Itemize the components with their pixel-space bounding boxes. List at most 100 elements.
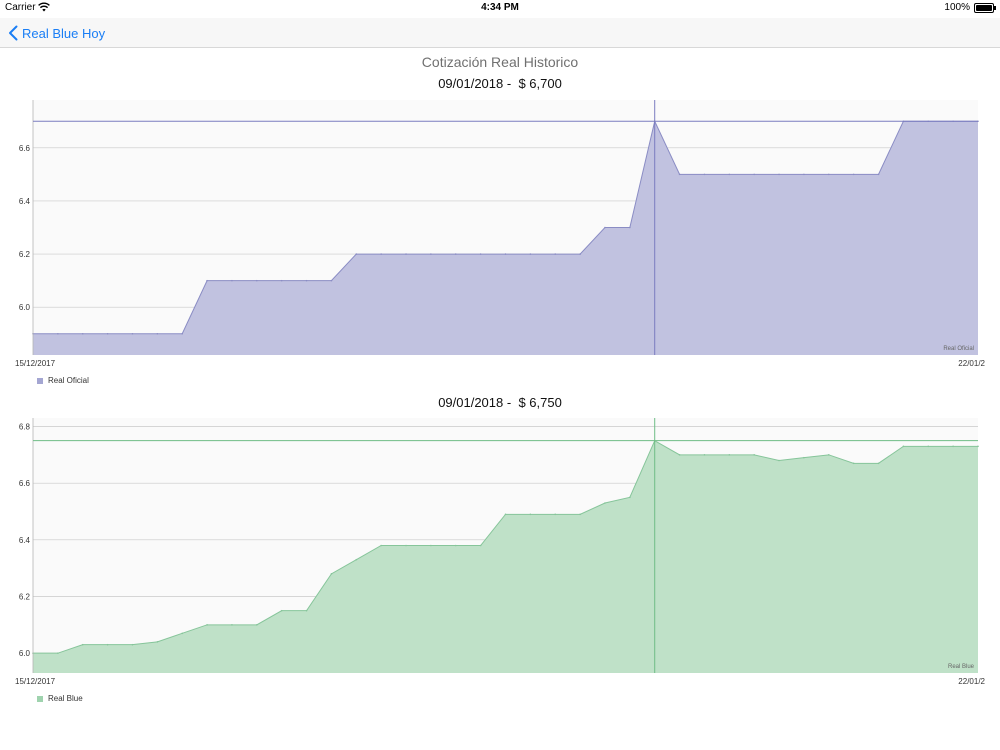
data-point xyxy=(81,643,84,646)
navigation-bar: Real Blue Hoy xyxy=(0,18,1000,48)
data-point xyxy=(504,513,507,516)
legend-label: Real Blue xyxy=(48,694,83,703)
data-point xyxy=(256,624,258,626)
data-point xyxy=(554,253,557,255)
chart-header-value: $ 6,700 xyxy=(518,76,562,91)
series-area xyxy=(33,440,978,673)
data-point xyxy=(106,332,109,335)
y-tick-label: 6.8 xyxy=(19,423,31,432)
data-point xyxy=(81,332,84,335)
data-point xyxy=(753,454,755,456)
data-point xyxy=(852,173,855,176)
data-point xyxy=(877,173,880,176)
legend-label: Real Oficial xyxy=(48,376,89,385)
data-point xyxy=(454,253,457,255)
data-point xyxy=(579,513,581,516)
data-point xyxy=(952,445,954,448)
x-start-label: 15/12/2017 xyxy=(15,359,56,368)
data-point xyxy=(256,279,258,282)
back-button[interactable]: Real Blue Hoy xyxy=(8,22,105,44)
legend-swatch xyxy=(37,695,43,702)
data-point xyxy=(554,513,557,516)
battery-icon xyxy=(974,3,996,13)
data-point xyxy=(827,173,830,176)
data-point xyxy=(57,332,59,335)
data-point xyxy=(430,253,432,255)
series-area xyxy=(33,121,978,355)
data-point xyxy=(405,253,407,255)
data-point xyxy=(231,279,233,282)
data-point xyxy=(131,332,134,335)
data-point xyxy=(529,253,532,255)
data-point xyxy=(131,643,134,646)
y-tick-label: 6.4 xyxy=(19,197,31,206)
clock: 4:34 PM xyxy=(481,2,519,13)
data-point xyxy=(678,173,681,176)
data-point xyxy=(877,462,880,465)
data-point xyxy=(753,173,755,176)
data-point xyxy=(579,253,581,255)
data-point xyxy=(778,173,780,176)
data-point xyxy=(902,445,905,448)
data-point xyxy=(728,173,731,176)
chart-header-date: 09/01/2018 xyxy=(438,76,504,91)
x-end-label: 22/01/2 xyxy=(958,359,985,368)
y-tick-label: 6.0 xyxy=(19,303,31,312)
data-point xyxy=(454,544,457,547)
y-tick-label: 6.6 xyxy=(19,479,31,488)
data-point xyxy=(504,253,507,255)
data-point xyxy=(678,454,681,456)
chart-real-oficial[interactable]: 6.0 6.2 6.4 6.6 Real Oficial 15/12/2017 22/01/… xyxy=(0,96,1000,372)
series-corner-label: Real Oficial xyxy=(943,346,974,352)
series-corner-label: Real Blue xyxy=(948,664,975,670)
data-point xyxy=(206,624,208,626)
chart-real-blue[interactable]: 6.0 6.2 6.4 6.6 6.8 Real Blue 15/12/2017 22/01/… xyxy=(0,414,1000,690)
data-point xyxy=(156,641,159,643)
y-tick-label: 6.6 xyxy=(19,144,31,153)
data-point xyxy=(355,558,358,561)
data-point xyxy=(778,459,780,462)
data-point xyxy=(231,624,233,626)
chart-header-separator: - xyxy=(503,395,519,410)
data-point xyxy=(479,544,482,547)
data-point xyxy=(380,253,382,255)
data-point xyxy=(803,173,805,176)
legend-real-blue: Real Blue xyxy=(37,694,83,703)
back-button-label: Real Blue Hoy xyxy=(22,25,106,41)
data-point xyxy=(703,173,706,176)
data-point xyxy=(181,332,184,335)
data-point xyxy=(106,643,109,646)
data-point xyxy=(57,652,59,654)
data-point xyxy=(330,573,333,575)
x-start-label: 15/12/2017 xyxy=(15,677,56,686)
data-point xyxy=(305,279,308,282)
chart-header-value: $ 6,750 xyxy=(518,395,562,410)
data-point xyxy=(330,279,333,282)
data-point xyxy=(629,226,631,229)
data-point xyxy=(529,513,532,516)
data-point xyxy=(604,502,606,504)
chart-header-separator: - xyxy=(503,76,519,91)
y-tick-label: 6.0 xyxy=(19,649,31,658)
data-point xyxy=(405,544,407,547)
page-title: Cotización Real Historico xyxy=(421,54,579,70)
data-point xyxy=(703,454,706,456)
data-point xyxy=(280,279,283,282)
data-point xyxy=(604,226,606,229)
data-point xyxy=(181,632,184,635)
data-point xyxy=(380,544,382,547)
data-point xyxy=(355,253,358,255)
y-tick-label: 6.4 xyxy=(19,536,31,545)
data-point xyxy=(156,332,159,335)
chart-header-oficial: 09/01/2018 - $ 6,700 xyxy=(0,76,1000,91)
data-point xyxy=(927,445,930,448)
chart-header-blue: 09/01/2018 - $ 6,750 xyxy=(0,395,1000,410)
x-end-label: 22/01/2 xyxy=(958,677,985,686)
data-point xyxy=(206,279,208,282)
data-point xyxy=(728,454,731,456)
data-point xyxy=(479,253,482,255)
y-tick-label: 6.2 xyxy=(19,250,31,259)
status-bar: Carrier 4:34 PM 100% xyxy=(0,0,1000,18)
data-point xyxy=(803,456,805,459)
chart-header-date: 09/01/2018 xyxy=(438,395,504,410)
